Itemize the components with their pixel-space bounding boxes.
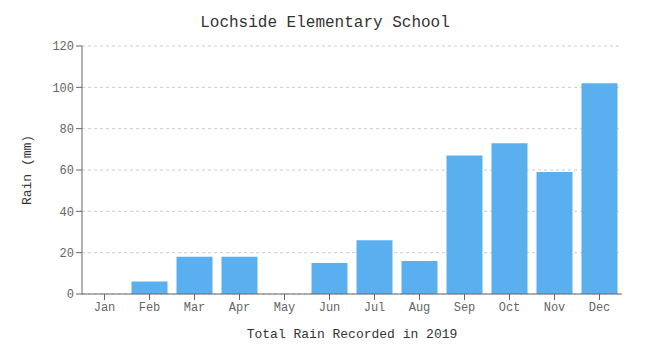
svg-text:Jun: Jun bbox=[319, 301, 341, 315]
svg-text:Sep: Sep bbox=[454, 301, 476, 315]
svg-text:Feb: Feb bbox=[139, 301, 161, 315]
svg-text:0: 0 bbox=[67, 288, 74, 302]
svg-text:40: 40 bbox=[60, 206, 74, 220]
svg-text:Rain (mm): Rain (mm) bbox=[20, 135, 35, 205]
svg-text:Jul: Jul bbox=[364, 301, 386, 315]
html-text:Lochside Elementary School: Lochside Elementary School bbox=[200, 14, 450, 32]
svg-text:Total Rain Recorded in 2019: Total Rain Recorded in 2019 bbox=[247, 327, 458, 342]
svg-text:Oct: Oct bbox=[499, 301, 521, 315]
svg-text:Mar: Mar bbox=[184, 301, 206, 315]
svg-text:Apr: Apr bbox=[229, 301, 251, 315]
svg-text:80: 80 bbox=[60, 123, 74, 137]
svg-text:Dec: Dec bbox=[589, 301, 611, 315]
svg-text:120: 120 bbox=[52, 40, 74, 54]
svg-text:Jan: Jan bbox=[94, 301, 116, 315]
svg-text:Aug: Aug bbox=[409, 301, 431, 315]
svg-text:May: May bbox=[274, 301, 296, 315]
svg-text:100: 100 bbox=[52, 82, 74, 96]
svg-text:20: 20 bbox=[60, 247, 74, 261]
svg-text:Nov: Nov bbox=[544, 301, 566, 315]
svg-text:60: 60 bbox=[60, 164, 74, 178]
